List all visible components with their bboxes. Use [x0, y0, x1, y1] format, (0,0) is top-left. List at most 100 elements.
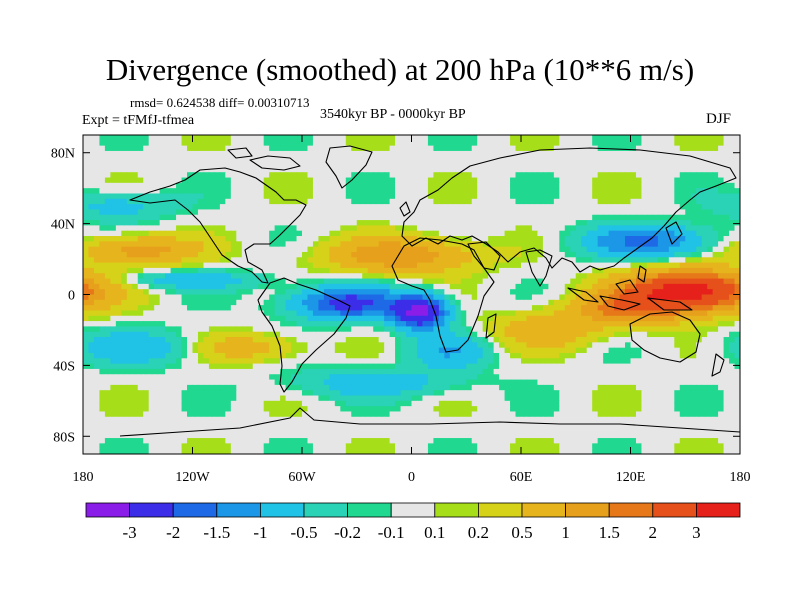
heat-cell: [406, 236, 413, 242]
heat-cell: [159, 204, 166, 211]
heat-cell: [521, 188, 528, 195]
heat-cell: [219, 246, 226, 253]
heat-cell: [466, 315, 473, 322]
heat-cell: [126, 299, 133, 306]
heat-cell: [597, 177, 604, 184]
heat-cell: [603, 225, 610, 232]
heat-cell: [121, 161, 128, 168]
heat-cell: [646, 305, 653, 312]
heat-cell: [334, 214, 341, 221]
heat-cell: [302, 172, 309, 179]
heat-cell: [433, 337, 440, 343]
heat-cell: [225, 230, 232, 237]
heat-cell: [548, 172, 555, 179]
heat-cell: [570, 182, 577, 189]
heat-cell: [652, 182, 659, 189]
heat-cell: [482, 172, 489, 179]
heat-cell: [258, 262, 265, 269]
heat-cell: [581, 166, 588, 173]
heat-cell: [323, 225, 330, 232]
heat-cell: [274, 140, 281, 147]
heat-cell: [88, 251, 95, 258]
heat-cell: [176, 337, 183, 343]
heat-cell: [400, 156, 407, 163]
heat-cell: [641, 294, 648, 301]
heat-cell: [586, 156, 593, 163]
heat-cell: [477, 337, 484, 343]
heat-cell: [187, 305, 194, 312]
heat-cell: [619, 220, 626, 226]
heat-cell: [378, 225, 385, 232]
heat-cell: [203, 326, 210, 333]
heat-cell: [291, 182, 298, 189]
heat-cell: [362, 294, 369, 301]
heat-cell: [269, 161, 276, 168]
heat-cell: [203, 251, 210, 258]
heat-cell: [126, 166, 133, 173]
heat-cell: [208, 315, 215, 322]
heat-cell: [395, 225, 402, 232]
heat-cell: [181, 278, 188, 285]
heat-cell: [241, 347, 248, 354]
heat-cell: [559, 246, 566, 253]
heat-cell: [559, 326, 566, 333]
heat-cell: [302, 246, 309, 253]
heat-cell: [187, 347, 194, 354]
heat-cell: [187, 166, 194, 173]
heat-cell: [635, 214, 643, 221]
heat-cell: [269, 347, 276, 354]
heat-cell: [542, 246, 549, 253]
heat-cell: [427, 342, 434, 349]
heat-cell: [614, 315, 621, 322]
heat-cell: [176, 331, 183, 338]
heat-cell: [356, 273, 363, 280]
heat-cell: [176, 198, 183, 205]
heat-cell: [433, 150, 440, 157]
heat-cell: [373, 241, 380, 248]
heat-cell: [340, 182, 347, 189]
heat-cell: [137, 294, 144, 301]
heat-cell: [197, 241, 205, 248]
heat-cell: [597, 347, 604, 354]
heat-cell: [203, 214, 210, 221]
heat-cell: [542, 342, 549, 349]
heat-cell: [170, 177, 177, 184]
heat-cell: [241, 220, 248, 226]
heat-cell: [455, 326, 462, 333]
heat-cell: [438, 251, 445, 258]
heat-cell: [701, 342, 708, 349]
heat-cell: [488, 177, 495, 184]
heat-cell: [668, 140, 675, 147]
heat-cell: [367, 166, 374, 173]
heat-cell: [115, 352, 122, 359]
heat-cell: [159, 145, 166, 152]
heat-cell: [165, 204, 172, 211]
heat-cell: [586, 267, 593, 274]
heat-cell: [597, 251, 604, 258]
heat-cell: [258, 246, 265, 253]
heat-cell: [400, 321, 407, 327]
heat-cell: [110, 172, 117, 179]
heat-cell: [93, 294, 101, 301]
heat-cell: [400, 188, 407, 195]
heat-cell: [564, 140, 571, 147]
heat-cell: [252, 177, 259, 184]
heat-cell: [427, 267, 434, 274]
heat-cell: [154, 140, 161, 147]
heat-cell: [104, 236, 111, 242]
heat-cell: [707, 145, 714, 152]
heat-cell: [460, 241, 467, 248]
heat-cell: [466, 177, 473, 184]
heat-cell: [542, 262, 549, 269]
heat-cell: [307, 310, 314, 317]
heat-cell: [274, 257, 281, 264]
heat-cell: [515, 209, 522, 216]
heat-cell: [696, 145, 703, 152]
heat-cell: [510, 246, 517, 253]
heat-cell: [302, 198, 309, 205]
heat-cell: [449, 257, 456, 264]
heat-cell: [192, 135, 199, 141]
heat-cell: [575, 347, 582, 354]
heat-cell: [531, 198, 539, 205]
heat-cell: [406, 177, 413, 184]
